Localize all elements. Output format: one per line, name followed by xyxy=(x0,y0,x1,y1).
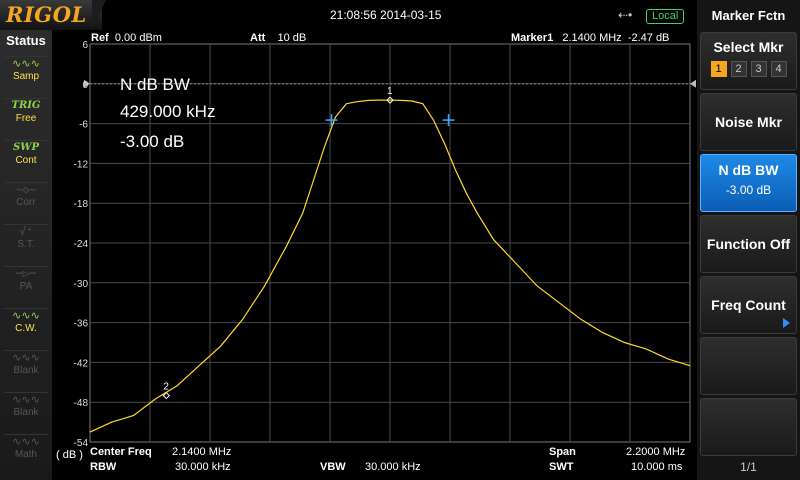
status-item-blank: ∿∿∿ Blank xyxy=(4,392,48,429)
center-freq-value: 2.1400 MHz xyxy=(172,446,232,458)
y-tick-label: -42 xyxy=(74,358,89,369)
cw-icon: ∿∿∿ xyxy=(12,309,40,322)
marker-option-4[interactable]: 4 xyxy=(770,61,787,77)
status-item-label: Free xyxy=(15,113,37,124)
status-item-cw: ∿∿∿ C.W. xyxy=(4,308,48,345)
brand-logo: RIGOL xyxy=(0,0,102,30)
amplitude-unit-label: ( dB ) xyxy=(56,449,83,461)
noise-marker-label: Noise Mkr xyxy=(715,114,782,130)
brand-name: RIGOL xyxy=(6,2,87,27)
status-item-label: Blank xyxy=(13,407,39,418)
status-panel: Status xyxy=(0,30,52,480)
status-item-label: Cont xyxy=(15,155,37,166)
wave-icon: ∿∿∿ xyxy=(12,393,40,406)
rbw-key: RBW xyxy=(90,461,117,473)
status-item-blank: ∿∿∿ Blank xyxy=(4,350,48,387)
rbw-value: 30.000 kHz xyxy=(175,461,231,473)
swt-key: SWT xyxy=(549,461,574,473)
select-marker-label: Select Mkr xyxy=(713,39,784,55)
y-tick-label: -30 xyxy=(74,279,89,290)
function-off-button[interactable]: Function Off xyxy=(700,215,797,273)
y-tick-label: -18 xyxy=(74,199,89,210)
status-item-samp: ∿∿∿ Samp xyxy=(4,56,48,93)
ndb-bw-value: -3.00 dB xyxy=(725,183,772,197)
status-item-label: Samp xyxy=(12,71,40,82)
center-freq-key: Center Freq xyxy=(90,446,152,458)
noise-marker-button[interactable]: Noise Mkr xyxy=(700,93,797,151)
y-tick-label: -54 xyxy=(74,438,89,449)
status-title: Status xyxy=(6,33,46,48)
marker-option-2[interactable]: 2 xyxy=(730,61,747,77)
status-item-label: Math xyxy=(14,449,38,460)
empty-softkey-6[interactable] xyxy=(700,337,797,395)
marker-readout: Marker1 2.1400 MHz -2.47 dB xyxy=(511,32,670,44)
status-item-corr: ~◇~ Corr xyxy=(4,182,48,219)
marker-label: 2 xyxy=(163,382,169,393)
top-bar xyxy=(0,0,696,30)
menu-title: Marker Fctn xyxy=(711,8,786,23)
marker-label: 1 xyxy=(387,86,393,97)
grid xyxy=(84,43,696,443)
marker-option-3[interactable]: 3 xyxy=(750,61,767,77)
usb-icon: ⇠• xyxy=(618,8,633,22)
preamp-icon: ─▷─ xyxy=(16,267,36,280)
ndb-bandwidth: 429.000 kHz xyxy=(120,102,216,121)
status-item-label: C.W. xyxy=(15,323,37,334)
empty-softkey-7[interactable] xyxy=(700,398,797,456)
attenuation: Att 10 dB xyxy=(250,32,307,44)
y-tick-label: 0 xyxy=(82,80,88,91)
status-item-label: S.T. xyxy=(17,239,35,250)
status-item-cont: SWP Cont xyxy=(4,140,48,177)
submenu-arrow-icon xyxy=(783,318,790,328)
freq-count-label: Freq Count xyxy=(711,297,786,313)
y-tick-label: -36 xyxy=(74,319,89,330)
status-tag: TRIG xyxy=(11,100,41,111)
ndb-title: N dB BW xyxy=(120,75,190,94)
ref-left-arrow-icon xyxy=(84,79,90,88)
marker-diamond xyxy=(386,96,394,104)
wave-icon: ∿∿∿ xyxy=(12,351,40,364)
spectrum-trace xyxy=(89,99,691,433)
marker-option-1[interactable]: 1 xyxy=(710,61,727,77)
y-tick-label: -6 xyxy=(79,120,88,131)
vbw-value: 30.000 kHz xyxy=(365,461,421,473)
wave-icon: ∿∿∿ xyxy=(12,57,40,70)
status-item-pa: ─▷─ PA xyxy=(4,266,48,303)
tracking-icon: √⁺ xyxy=(19,225,33,238)
status-item-label: Blank xyxy=(13,365,39,376)
y-tick-label: -12 xyxy=(74,159,89,170)
function-off-label: Function Off xyxy=(706,236,791,252)
markers: 12 xyxy=(162,86,455,400)
status-tag: SWP xyxy=(13,142,39,153)
logo-tail xyxy=(92,0,106,30)
freq-count-button[interactable]: Freq Count xyxy=(700,276,797,334)
status-item-label: PA xyxy=(19,281,33,292)
ndb-bw-button[interactable]: N dB BW -3.00 dB xyxy=(700,154,797,212)
corr-icon: ~◇~ xyxy=(16,183,36,196)
vbw-key: VBW xyxy=(320,461,346,473)
wave-icon: ∿∿∿ xyxy=(12,435,40,448)
y-tick-label: -48 xyxy=(74,398,89,409)
date-time: 21:08:56 2014-03-15 xyxy=(330,8,442,22)
span-key: Span xyxy=(549,446,576,458)
swt-value: 10.000 ms xyxy=(631,461,683,473)
status-item-math: ∿∿∿ Math xyxy=(4,434,48,471)
remote-status-badge[interactable]: Local xyxy=(646,9,685,24)
y-tick-label: 6 xyxy=(82,40,88,51)
marker-diamond xyxy=(162,391,171,400)
ref-right-arrow-icon xyxy=(690,79,696,88)
status-item-st: √⁺ S.T. xyxy=(4,224,48,261)
ref-level: Ref 0.00 dBm xyxy=(91,32,162,44)
status-item-label: Corr xyxy=(16,197,36,208)
status-item-free: TRIG Free xyxy=(4,98,48,135)
ndb-bw-label: N dB BW xyxy=(718,162,779,178)
span-value: 2.2000 MHz xyxy=(626,446,686,458)
y-tick-label: -24 xyxy=(74,239,89,250)
menu-page-indicator: 1/1 xyxy=(740,460,757,474)
ndb-level: -3.00 dB xyxy=(120,132,185,151)
y-tick-labels: 6 0 -6 -12 -18 -24 -30 -36 -42 -48 -54 xyxy=(74,40,89,449)
